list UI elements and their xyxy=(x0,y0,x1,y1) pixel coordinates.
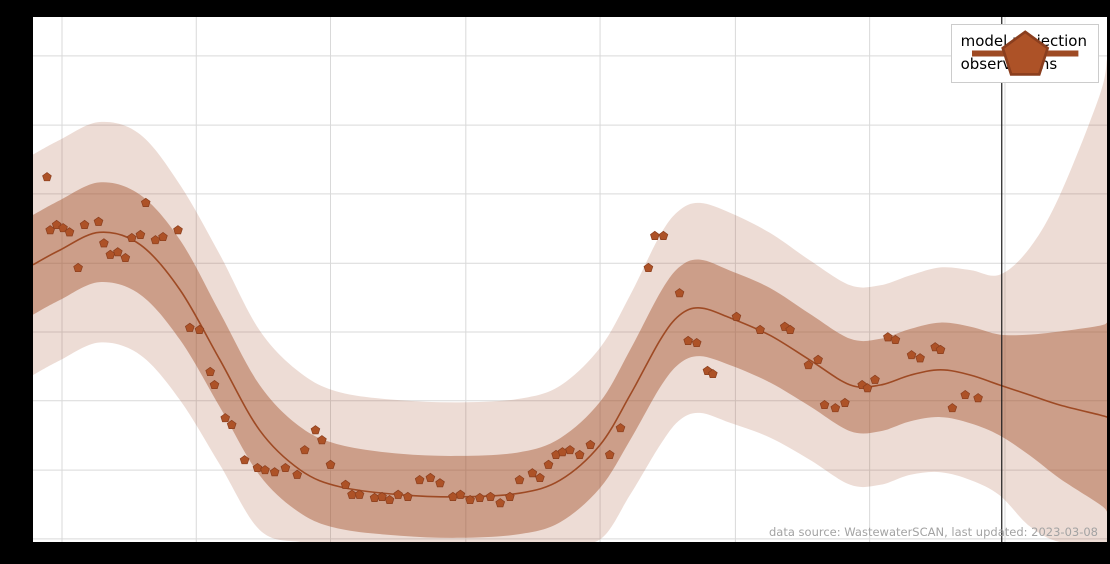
data-source-note: data source: WastewaterSCAN, last update… xyxy=(769,525,1098,539)
legend: model projection observations xyxy=(950,24,1099,83)
chart-canvas xyxy=(33,17,1107,542)
plot-area: model projection observations data sourc… xyxy=(33,17,1107,542)
pentagon-swatch-icon xyxy=(1000,30,1049,76)
legend-item-observations: observations xyxy=(961,30,1087,76)
